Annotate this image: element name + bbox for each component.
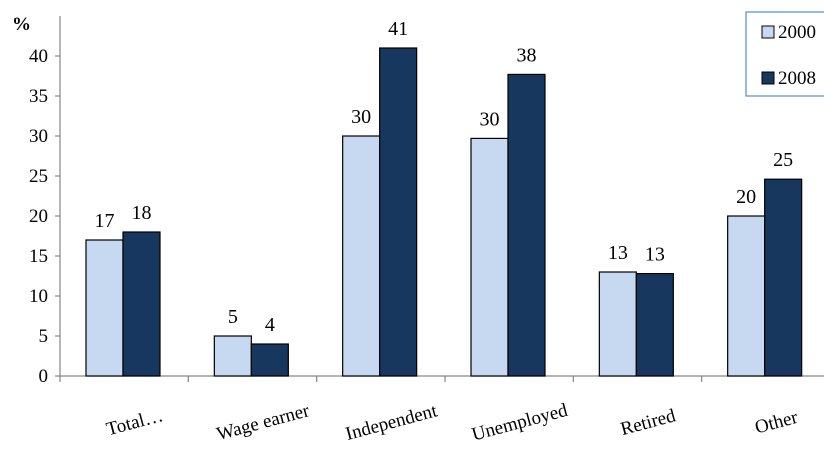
legend: 2000 2008 <box>745 11 824 97</box>
bar-2000-5 <box>727 215 766 377</box>
bar-2008-2 <box>379 47 418 377</box>
x-tick-label: Wage earner <box>214 400 312 445</box>
y-tick-label: 10 <box>29 286 48 307</box>
y-tick-label: 20 <box>29 206 48 227</box>
axes <box>59 16 824 382</box>
bar-2008-0 <box>122 231 161 377</box>
data-label: 30 <box>351 106 371 128</box>
bar-2000-4 <box>598 271 637 377</box>
bars-group <box>85 47 803 377</box>
x-tick-label: Other <box>753 407 801 439</box>
data-label: 41 <box>388 18 408 40</box>
bar-2008-1 <box>250 343 289 377</box>
bar-2000-3 <box>470 137 509 377</box>
data-label: 5 <box>228 306 238 328</box>
x-tick-label: Total… <box>104 405 165 440</box>
data-label: 25 <box>773 149 793 171</box>
data-label: 13 <box>608 242 628 264</box>
legend-swatch <box>761 25 775 39</box>
y-tick-label: 40 <box>29 46 48 67</box>
x-tick-label: Unemployed <box>470 400 571 446</box>
legend-box <box>745 11 824 97</box>
bar-2008-4 <box>635 273 674 377</box>
legend-swatch <box>761 71 775 85</box>
x-axis-labels: Total… Wage earner Independent Unemployed Re… <box>104 400 801 446</box>
bar-2008-3 <box>507 73 546 377</box>
data-label: 4 <box>265 314 275 336</box>
y-axis-ticks: 0 5 10 15 20 25 30 35 40 <box>29 46 60 387</box>
y-tick-label: 30 <box>29 126 48 147</box>
data-label: 30 <box>480 108 500 130</box>
legend-label: 2008 <box>778 68 816 89</box>
bar-2008-5 <box>764 178 803 377</box>
data-label: 38 <box>517 44 537 66</box>
data-label: 18 <box>132 202 152 224</box>
y-tick-label: 25 <box>29 166 48 187</box>
y-tick-label: 0 <box>39 366 49 387</box>
data-label: 13 <box>645 244 665 266</box>
x-tick-label: Independent <box>343 400 440 445</box>
y-tick-label: 35 <box>29 86 48 107</box>
y-axis-unit-label: % <box>12 14 31 35</box>
data-label: 17 <box>95 210 115 232</box>
x-tick-label: Retired <box>618 405 678 440</box>
bar-2000-0 <box>85 239 124 377</box>
data-labels-group: 17 18 5 4 30 41 30 38 13 13 20 25 <box>95 18 794 336</box>
bar-2000-2 <box>342 135 381 377</box>
legend-label: 2000 <box>778 22 816 43</box>
bar-2000-1 <box>213 335 252 377</box>
y-tick-label: 15 <box>29 246 48 267</box>
data-label: 20 <box>736 186 756 208</box>
y-tick-label: 5 <box>39 326 49 347</box>
